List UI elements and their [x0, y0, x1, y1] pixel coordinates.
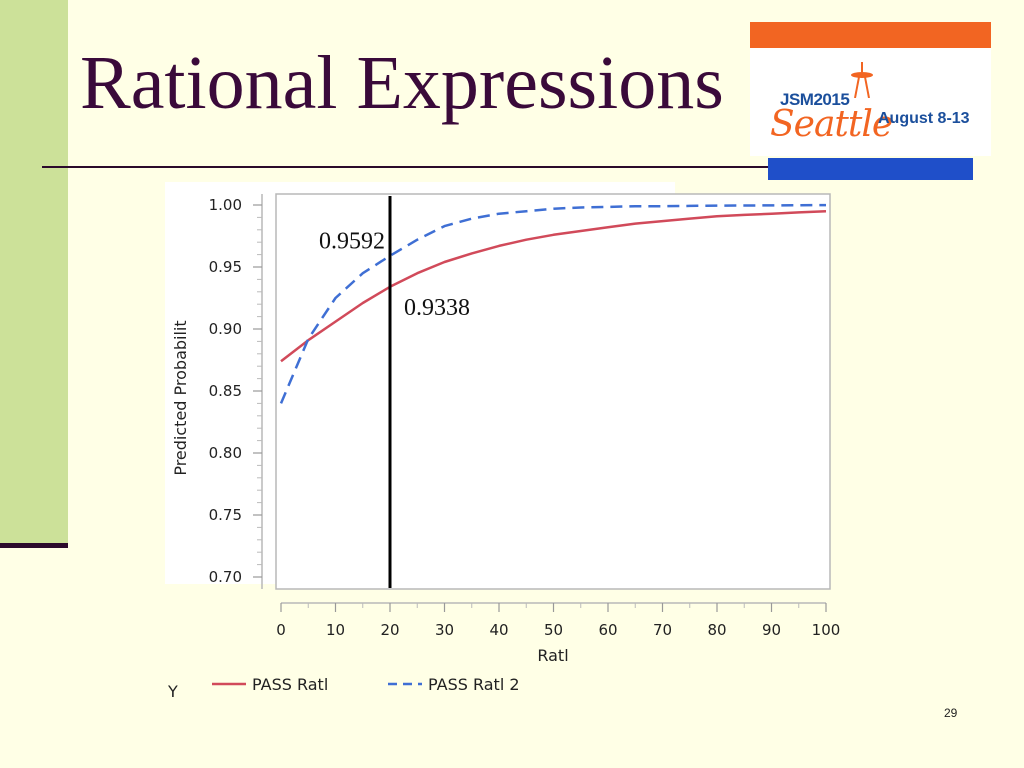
legend-label-pass-ratl-2: PASS Ratl 2 — [428, 675, 520, 694]
slide-title: Rational Expressions — [80, 41, 724, 125]
x-tick-label-30: 30 — [435, 621, 454, 639]
conference-logo: JSM2015 Seattle August 8-13 — [750, 22, 991, 156]
y-axis-ticks: 0.70 0.75 0.80 0.85 0.90 0.95 1.00 — [209, 196, 262, 586]
y-tick-label-1.00: 1.00 — [209, 196, 242, 214]
page-number: 29 — [944, 706, 958, 720]
logo-blue-bar — [768, 158, 973, 180]
left-accent-bar — [0, 0, 68, 548]
annotation-0-9592: 0.9592 — [319, 229, 385, 255]
y-tick-label-0.70: 0.70 — [209, 568, 242, 586]
x-tick-label-20: 20 — [380, 621, 399, 639]
y-tick-label-0.80: 0.80 — [209, 444, 242, 462]
logo-orange-bar — [750, 22, 991, 48]
annotation-0-9338: 0.9338 — [404, 295, 470, 321]
x-tick-label-60: 60 — [598, 621, 617, 639]
logo-jsm-text: JSM2015 — [780, 90, 850, 109]
y-tick-label-0.85: 0.85 — [209, 382, 242, 400]
annotation-layer: 0.9592 0.9338 — [319, 229, 470, 321]
y-tick-label-0.75: 0.75 — [209, 506, 242, 524]
y-tick-label-0.90: 0.90 — [209, 320, 242, 338]
x-tick-label-80: 80 — [707, 621, 726, 639]
plot-frame — [275, 193, 831, 590]
series-line-pass-ratl — [280, 209, 827, 363]
legend-label-pass-ratl: PASS Ratl — [252, 675, 328, 694]
x-tick-label-50: 50 — [544, 621, 563, 639]
left-accent-rule — [0, 543, 68, 548]
y-axis-title: Predicted Probabilit — [171, 320, 190, 475]
x-tick-label-70: 70 — [653, 621, 672, 639]
legend-title: Y — [167, 682, 178, 701]
series-layer — [279, 203, 827, 404]
x-tick-label-10: 10 — [326, 621, 345, 639]
x-tick-label-0: 0 — [276, 621, 286, 639]
x-tick-label-100: 100 — [812, 621, 841, 639]
x-axis-ticks: 0 10 20 30 40 50 60 70 80 90 100 — [276, 603, 840, 639]
logo-city-text: Seattle — [770, 104, 893, 145]
series-line-pass-ratl-2 — [279, 203, 827, 404]
x-tick-label-90: 90 — [762, 621, 781, 639]
title-divider — [42, 166, 972, 168]
x-axis-title: Ratl — [537, 646, 568, 665]
space-needle-icon — [851, 62, 873, 98]
logo-date-text: August 8-13 — [878, 110, 970, 127]
y-tick-label-0.95: 0.95 — [209, 258, 242, 276]
x-tick-label-40: 40 — [489, 621, 508, 639]
